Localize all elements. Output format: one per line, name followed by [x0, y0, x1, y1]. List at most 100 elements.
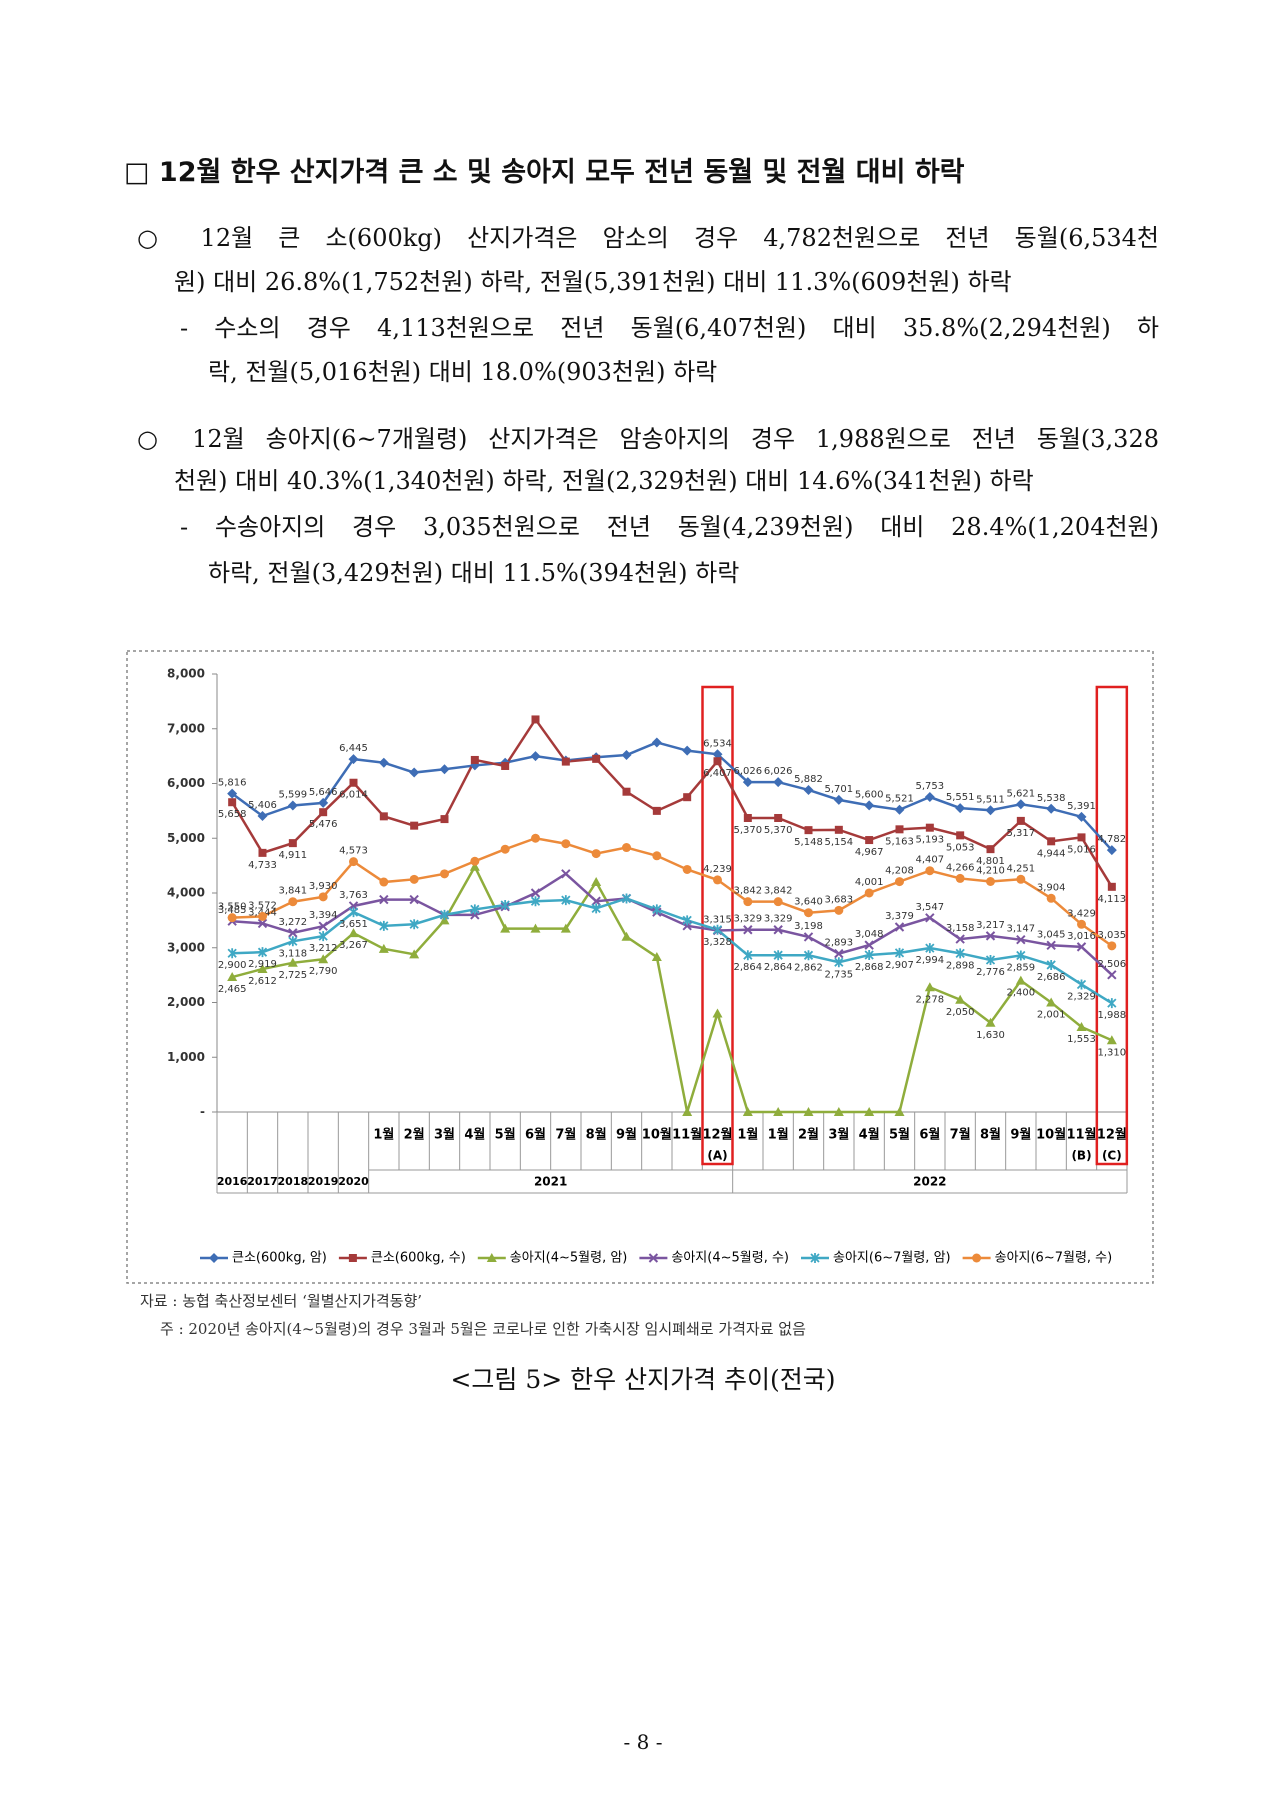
data-label: 6,534 [703, 738, 732, 749]
data-point [1076, 1021, 1087, 1031]
data-point [682, 864, 692, 874]
data-point [985, 805, 996, 816]
data-point [591, 877, 602, 887]
data-point [834, 957, 844, 968]
data-point [1107, 998, 1117, 1009]
data-point [955, 873, 965, 883]
group-label: 2022 [913, 1175, 946, 1189]
x-tick-label: 10월 [1036, 1127, 1066, 1143]
highlight-box [1095, 685, 1129, 1166]
data-label: 2,919 [248, 959, 277, 970]
group-label: 2021 [534, 1175, 567, 1189]
data-label: 5,701 [825, 784, 854, 795]
x-tick-label: 4월 [464, 1127, 485, 1143]
data-label: 3,272 [279, 917, 308, 928]
data-point [530, 896, 541, 907]
data-label: 6,445 [339, 743, 368, 754]
x-tick-label: 2월 [798, 1127, 819, 1143]
data-point [500, 900, 510, 911]
data-point [501, 761, 510, 770]
data-label: 5,621 [1007, 788, 1036, 799]
data-point [773, 897, 783, 907]
category-note: (B) [1071, 1149, 1091, 1163]
legend-marker [810, 1253, 820, 1263]
data-label: 3,329 [764, 914, 793, 925]
data-point [743, 897, 753, 907]
data-point [591, 896, 601, 906]
data-label: 4,573 [339, 846, 368, 857]
data-point [287, 957, 298, 967]
data-label: 2,864 [734, 962, 763, 973]
data-label: 3,035 [1098, 930, 1127, 941]
data-point [956, 831, 965, 840]
data-point [895, 825, 904, 834]
data-label: 3,118 [279, 948, 308, 959]
data-label: 5,599 [279, 789, 308, 800]
x-tick-label: 6월 [525, 1127, 546, 1143]
data-label: 1,988 [1098, 1010, 1127, 1021]
data-point [621, 893, 632, 904]
data-point [561, 757, 570, 766]
x-tick-label: 12월 [702, 1127, 732, 1143]
data-point [1016, 950, 1026, 961]
note: 주 : 2020년 송아지(4~5월령)의 경우 3월과 5월은 코로나로 인한… [160, 1320, 806, 1338]
data-label: 5,406 [248, 800, 277, 811]
series-line [231, 864, 1113, 1114]
data-label: 5,551 [946, 792, 975, 803]
data-label: 2,776 [976, 967, 1005, 978]
data-point [500, 923, 511, 933]
data-point [773, 925, 783, 935]
data-label: 4,782 [1098, 834, 1127, 845]
data-label: 4,251 [1007, 863, 1036, 874]
data-label: 1,310 [1098, 1047, 1127, 1058]
data-point [713, 875, 722, 885]
data-label: 5,391 [1067, 801, 1096, 812]
data-label: 5,016 [1067, 844, 1096, 855]
data-label: 4,407 [916, 855, 945, 866]
data-point [409, 767, 420, 778]
data-point [1076, 979, 1087, 990]
data-point [318, 931, 328, 942]
data-point [379, 920, 389, 931]
data-point [318, 954, 329, 964]
data-point [834, 948, 844, 959]
data-point [743, 925, 753, 935]
data-point [561, 869, 571, 879]
data-point [894, 1107, 905, 1116]
data-point [378, 943, 389, 953]
data-point [257, 963, 268, 973]
data-label: 2,868 [855, 962, 884, 973]
data-point [925, 913, 935, 923]
data-point [1107, 941, 1117, 951]
series-line [231, 741, 1113, 852]
data-label: 3,547 [916, 902, 945, 913]
data-label: 4,239 [703, 864, 732, 875]
y-tick-label: 5,000 [167, 831, 205, 845]
data-point [773, 950, 783, 961]
data-point [318, 921, 328, 931]
data-point [924, 792, 935, 803]
data-point [1015, 799, 1026, 810]
data-point [439, 909, 450, 920]
data-label: 4,266 [946, 862, 975, 873]
y-tick-label: - [200, 1105, 205, 1119]
data-point [409, 949, 420, 959]
data-point [288, 928, 298, 938]
data-label: 3,329 [734, 914, 763, 925]
data-label: 3,429 [1067, 908, 1096, 919]
caption: <그림 5> 한우 산지가격 추이(전국) [450, 1365, 836, 1394]
data-point [469, 861, 480, 871]
data-label: 2,506 [1098, 959, 1127, 970]
data-point [591, 903, 601, 914]
data-point [652, 806, 661, 815]
data-label: 6,407 [703, 768, 732, 779]
data-point [1077, 833, 1086, 842]
data-point [865, 836, 874, 845]
y-tick-label: 7,000 [167, 721, 205, 735]
data-point [530, 923, 541, 933]
data-point [894, 804, 905, 815]
data-point [288, 897, 298, 907]
data-point [348, 754, 359, 765]
data-point [500, 844, 510, 854]
data-point [803, 784, 814, 795]
